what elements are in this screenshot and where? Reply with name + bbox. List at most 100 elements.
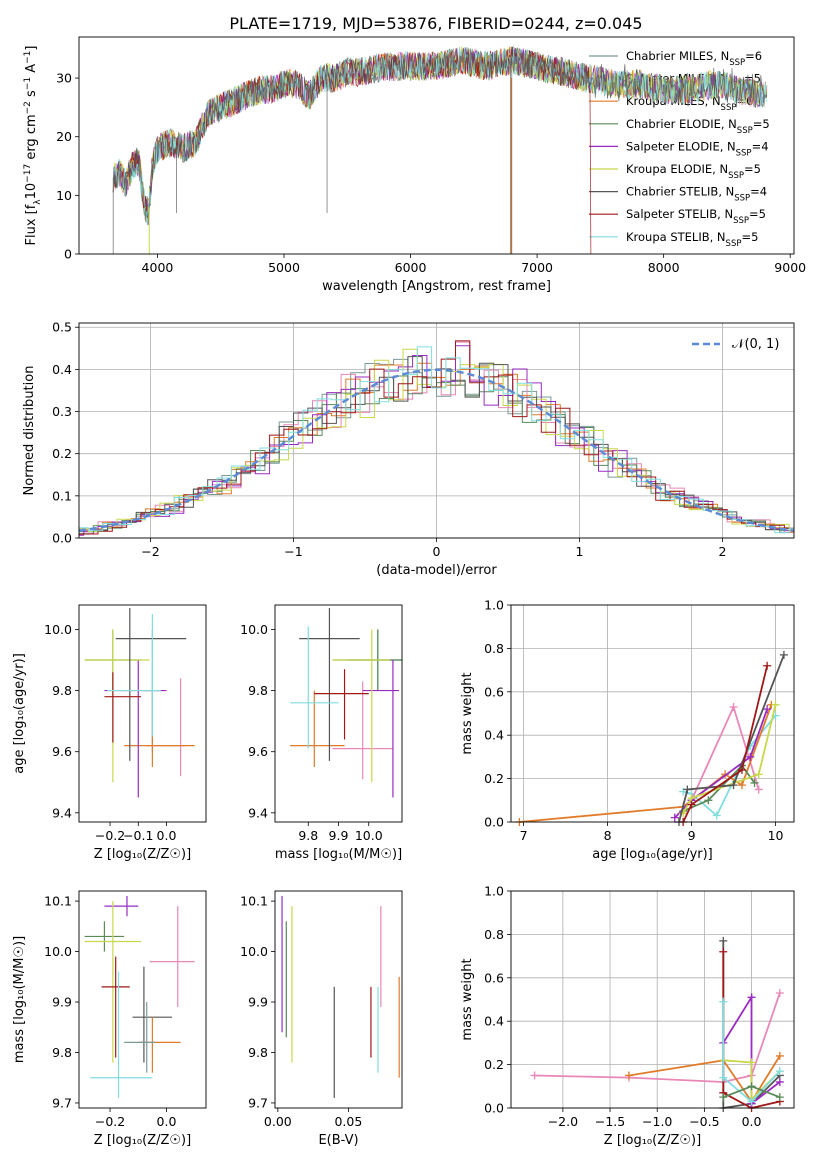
y-axis-label: mass weight [460, 672, 475, 754]
series-marker-krou_elodie [754, 770, 763, 779]
y-tick-label: 10.1 [44, 894, 72, 909]
x-tick-label: 9.8 [298, 828, 318, 843]
y-tick-label: 0.1 [52, 488, 72, 503]
y-tick-label: 10.0 [44, 622, 72, 637]
x-axis-label: age [log₁₀(age/yr)] [592, 847, 713, 862]
y-tick-label: 9.7 [248, 1095, 268, 1110]
mass_vs_Z-frame [78, 890, 207, 1109]
x-tick-label: −0.2 [95, 1114, 125, 1129]
series-line-krou_stelib [722, 1001, 781, 1103]
weight_vs_Z-series [530, 936, 784, 1112]
legend-label-krou_stelib: Kroupa STELIB, NSSP=5 [626, 230, 758, 249]
x-tick-label: 8 [604, 828, 612, 843]
y-axis-label: Normed distribution [22, 366, 37, 496]
series-marker-salp_elodie [746, 752, 755, 761]
x-tick-label: 9000 [774, 260, 806, 275]
x-tick-label: 5000 [268, 260, 300, 275]
series-line-krou_miles [628, 1055, 781, 1104]
residual-hist-krou_stelib [79, 346, 794, 534]
x-axis-label: mass [log₁₀(M/M☉)] [275, 847, 402, 862]
series-marker-salp_miles [754, 785, 763, 794]
x-tick-label: −0.5 [689, 1114, 719, 1129]
x-tick-label: 2 [719, 544, 727, 559]
x-tick-label: 6000 [395, 260, 427, 275]
y-tick-label: 0 [64, 247, 72, 262]
legend-label-chab_miles: Chabrier MILES, NSSP=6 [626, 49, 762, 68]
series-marker-krou_elodie [747, 1058, 756, 1067]
series-marker-chab_stelib [683, 785, 692, 794]
y-tick-label: 0.0 [484, 1101, 504, 1116]
y-tick-label: 0.3 [52, 404, 72, 419]
x-tick-label: −1.0 [642, 1114, 672, 1129]
series-line-krou_elodie [682, 704, 777, 814]
x-axis-label: Z [log₁₀(Z/Z☉)] [94, 847, 191, 862]
series-marker-salp_miles [530, 1071, 539, 1080]
y-tick-label: 9.4 [52, 805, 72, 820]
x-tick-label: −0.2 [95, 828, 125, 843]
y-tick-label: 10.0 [240, 944, 268, 959]
y-tick-label: 0.8 [484, 641, 504, 656]
y-axis-label: Flux [fλ10−17 erg cm−2 s−1 A−1] [23, 46, 43, 246]
legend-label-salp_elodie: Salpeter ELODIE, NSSP=4 [626, 139, 769, 158]
series-marker-chab_stelib [779, 650, 788, 659]
y-tick-label: 30 [56, 71, 72, 86]
y-tick-label: 9.4 [248, 805, 268, 820]
y-tick-label: 9.8 [248, 1045, 268, 1060]
y-tick-label: 9.8 [52, 1045, 72, 1060]
series-marker-krou_stelib [747, 1097, 756, 1106]
weight_vs_Z-frame [510, 890, 795, 1109]
spectrum-axes [75, 77, 791, 258]
residual-hist-chab_stelib [79, 356, 794, 535]
y-tick-label: 0.2 [484, 771, 504, 786]
x-tick-label: 4000 [142, 260, 174, 275]
y-axis-label: mass [log₁₀(M/M☉)] [12, 936, 27, 1063]
series-line-krou_miles [519, 704, 773, 823]
y-tick-label: 0.5 [52, 320, 72, 335]
series-marker-chab_stelib [729, 781, 738, 790]
y-tick-label: 9.8 [52, 683, 72, 698]
series-marker-salp_miles [729, 702, 738, 711]
x-axis-label: (data-model)/error [376, 563, 497, 578]
x-tick-label: 0.00 [264, 1114, 292, 1129]
spectrum-frame [78, 36, 795, 255]
x-tick-label: 10.0 [355, 828, 383, 843]
mass_vs_Z-points [84, 896, 195, 1098]
y-tick-label: 10.0 [44, 944, 72, 959]
y-tick-label: 0.0 [52, 531, 72, 546]
x-tick-label: −1.5 [595, 1114, 625, 1129]
series-marker-krou_stelib [712, 811, 721, 820]
series-marker-chab_elodie [750, 778, 759, 787]
y-tick-label: 9.9 [52, 995, 72, 1010]
x-tick-label: −0.1 [123, 828, 153, 843]
y-tick-label: 0.2 [484, 1057, 504, 1072]
series-line-chab_elodie [682, 764, 756, 812]
x-tick-label: 0.05 [334, 1114, 362, 1129]
series-marker-salp_stelib [687, 800, 696, 809]
series-marker-salp_stelib [719, 947, 728, 956]
y-tick-label: 0.4 [52, 362, 72, 377]
x-tick-label: 0.0 [742, 1114, 762, 1129]
age_vs_Z-points [84, 608, 195, 798]
series-marker-chab_elodie [775, 1093, 784, 1102]
y-tick-label: 0.6 [484, 684, 504, 699]
series-marker-salp_miles [775, 988, 784, 997]
series-marker-krou_stelib [719, 1073, 728, 1082]
y-tick-label: 9.6 [248, 744, 268, 759]
legend-label-chab_elodie: Chabrier ELODIE, NSSP=5 [626, 117, 770, 136]
series-marker-krou_miles [775, 1051, 784, 1060]
y-tick-label: 20 [56, 129, 72, 144]
x-tick-label: 1 [576, 544, 584, 559]
y-tick-label: 9.7 [52, 1095, 72, 1110]
y-tick-label: 1.0 [484, 884, 504, 899]
series-marker-krou_miles [624, 1071, 633, 1080]
weight_vs_age-series [515, 650, 788, 826]
x-axis-label: E(B-V) [318, 1133, 358, 1148]
y-tick-label: 0.4 [484, 1014, 504, 1029]
series-marker-krou_stelib [775, 1067, 784, 1076]
series-marker-krou_stelib [679, 787, 688, 796]
weight_vs_age-frame [510, 604, 795, 823]
series-line-salp_elodie [722, 994, 781, 1106]
y-tick-label: 0.0 [484, 815, 504, 830]
y-axis-label: mass weight [460, 958, 475, 1040]
x-tick-label: 9 [688, 828, 696, 843]
